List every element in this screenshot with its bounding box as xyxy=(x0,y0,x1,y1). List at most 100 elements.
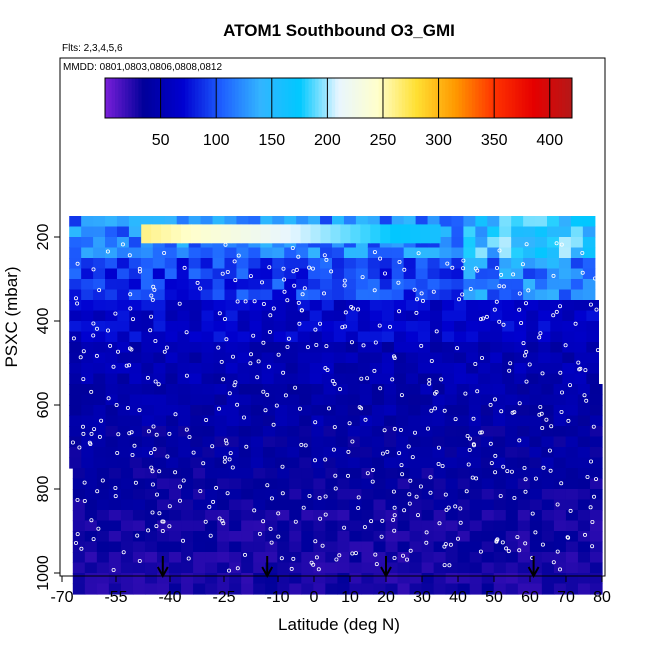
data-point xyxy=(276,511,281,516)
heatmap-cell xyxy=(558,289,572,301)
heatmap-cell xyxy=(558,237,572,249)
heatmap-cell xyxy=(253,510,266,522)
heatmap-cell xyxy=(176,268,190,280)
heatmap-cell xyxy=(337,499,351,511)
data-point xyxy=(332,425,337,430)
x-tick-label: 60 xyxy=(521,589,539,606)
heatmap-cell xyxy=(153,426,167,438)
data-point xyxy=(577,367,582,372)
heatmap-cell xyxy=(301,573,314,585)
data-point xyxy=(497,319,502,324)
data-point xyxy=(220,271,225,276)
heatmap-cell xyxy=(220,224,232,244)
heatmap-cell xyxy=(313,489,326,501)
data-point xyxy=(219,359,224,364)
colorbar-segment xyxy=(355,78,360,118)
heatmap-cell xyxy=(553,468,567,480)
heatmap-cell xyxy=(81,342,94,354)
heatmap-cell xyxy=(144,531,158,543)
heatmap-cell xyxy=(120,583,134,595)
heatmap-cell xyxy=(81,384,95,396)
heatmap-cell xyxy=(287,405,300,417)
heatmap-cell xyxy=(499,247,512,259)
data-point xyxy=(261,301,266,306)
heatmap-cell xyxy=(272,289,285,301)
heatmap-cell xyxy=(93,394,107,406)
heatmap-cell xyxy=(463,226,476,238)
heatmap-cell xyxy=(403,289,417,301)
colorbar-segment xyxy=(318,78,323,118)
heatmap-cell xyxy=(93,447,107,459)
heatmap-cell xyxy=(273,363,287,375)
heatmap-cell xyxy=(586,352,599,364)
heatmap-cell xyxy=(529,394,543,406)
heatmap-cell xyxy=(81,279,94,291)
heatmap-cell xyxy=(385,510,399,522)
heatmap-cell xyxy=(169,573,182,585)
data-point xyxy=(508,361,513,366)
heatmap-cell xyxy=(397,531,411,543)
heatmap-cell xyxy=(541,426,555,438)
heatmap-cell xyxy=(565,415,579,427)
heatmap-cell xyxy=(445,520,459,532)
heatmap-cell xyxy=(481,552,495,564)
data-point xyxy=(592,494,597,499)
heatmap-cell xyxy=(120,510,134,522)
heatmap-cell xyxy=(96,541,110,553)
heatmap-cell xyxy=(193,478,206,490)
heatmap-cell xyxy=(178,405,191,417)
data-point xyxy=(488,441,493,446)
data-point xyxy=(425,426,430,431)
heatmap-cell xyxy=(93,321,106,333)
data-point xyxy=(544,417,549,422)
colorbar-segment xyxy=(455,78,460,118)
heatmap-cell xyxy=(586,363,599,375)
heatmap-cell xyxy=(409,562,423,574)
heatmap-cell xyxy=(260,268,273,280)
heatmap-cell xyxy=(273,342,287,354)
colorbar-segment xyxy=(438,78,443,118)
data-point xyxy=(466,462,471,467)
heatmap-cell xyxy=(169,489,182,501)
heatmap-cell xyxy=(463,279,476,291)
heatmap-cell xyxy=(250,224,262,244)
heatmap-cell xyxy=(547,237,560,249)
heatmap-cell xyxy=(72,552,86,564)
data-point xyxy=(402,508,407,513)
colorbar-segment xyxy=(111,78,116,118)
heatmap-cell xyxy=(393,331,407,343)
data-point xyxy=(276,534,281,539)
heatmap-cell xyxy=(260,247,273,259)
heatmap-cell xyxy=(421,583,435,595)
heatmap-cell xyxy=(253,499,266,511)
heatmap-cell xyxy=(427,268,441,280)
data-point xyxy=(412,430,417,435)
heatmap-cell xyxy=(236,258,249,270)
heatmap-cell xyxy=(261,310,275,322)
heatmap-cell xyxy=(108,531,122,543)
data-point xyxy=(590,544,595,549)
data-point xyxy=(333,486,338,491)
heatmap-cell xyxy=(200,279,214,291)
heatmap-cell xyxy=(141,321,154,333)
heatmap-cell xyxy=(547,279,560,291)
heatmap-cell xyxy=(529,405,543,417)
colorbar-segment xyxy=(458,78,463,118)
dates-label: MMDD: 0801,0803,0806,0808,0812 xyxy=(63,62,222,73)
heatmap-cell xyxy=(241,520,254,532)
colorbar-segment xyxy=(145,78,149,118)
heatmap-cell xyxy=(81,436,95,448)
heatmap-cell xyxy=(169,562,182,574)
heatmap-cell xyxy=(535,226,548,238)
heatmap-cell xyxy=(325,510,338,522)
heatmap-cell xyxy=(141,457,155,469)
heatmap-cell xyxy=(81,426,95,438)
data-point xyxy=(220,519,225,524)
heatmap-cell xyxy=(320,247,333,259)
heatmap-cell xyxy=(105,300,118,312)
data-point xyxy=(559,409,564,414)
heatmap-cell xyxy=(301,499,314,511)
colorbar-segment xyxy=(258,78,263,118)
heatmap-cell xyxy=(466,321,479,333)
data-point xyxy=(150,510,155,515)
